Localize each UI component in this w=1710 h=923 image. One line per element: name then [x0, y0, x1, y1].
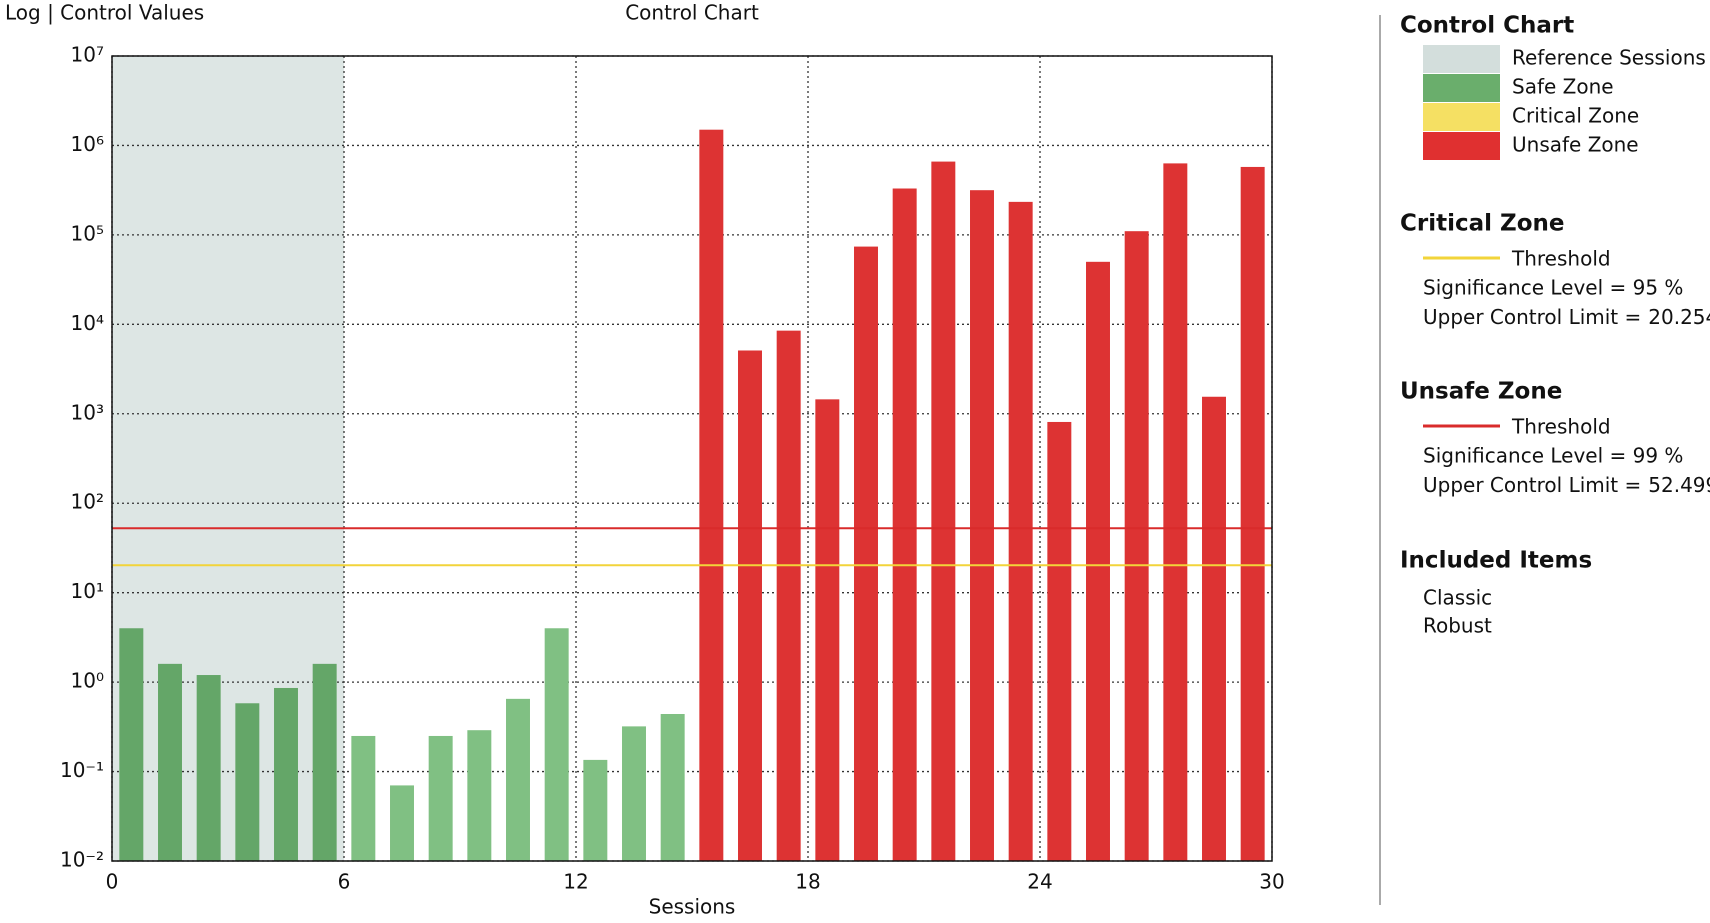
x-tick-label: 0: [106, 870, 119, 894]
y-tick-label: 10²: [71, 490, 104, 514]
bar: [622, 726, 646, 861]
x-tick-label: 12: [563, 870, 588, 894]
bar: [390, 785, 414, 861]
bar: [1008, 201, 1033, 862]
legend-swatch: [1423, 74, 1500, 102]
y-tick-label: 10⁵: [71, 221, 104, 245]
x-tick-label: 30: [1259, 870, 1284, 894]
legend-label: Reference Sessions: [1512, 46, 1706, 70]
bar: [854, 246, 878, 861]
y-tick-label: 10⁻¹: [60, 758, 104, 782]
bar: [196, 675, 221, 861]
bar: [970, 190, 994, 862]
bar: [1047, 421, 1072, 861]
ucl-value: 20.254: [1648, 305, 1710, 329]
y-tick-label: 10³: [71, 400, 104, 424]
bar: [1124, 231, 1149, 862]
bar: [158, 663, 182, 861]
threshold-label: Threshold: [1511, 247, 1611, 271]
bar: [312, 663, 337, 861]
legend-swatch: [1423, 103, 1500, 131]
bar: [506, 698, 530, 861]
chart-title: Control Chart: [625, 1, 759, 25]
bar: [583, 759, 608, 861]
y-tick-label: 10⁶: [71, 132, 104, 156]
bar: [351, 735, 376, 861]
plot-border: [111, 55, 1273, 862]
ucl-text: Upper Control Limit =: [1423, 473, 1641, 497]
bar: [931, 161, 956, 862]
bar: [776, 330, 801, 861]
significance-label: Significance Level = 95 %: [1423, 276, 1683, 300]
bar: [660, 714, 685, 861]
bar: [1086, 261, 1110, 862]
ucl-label: Upper Control Limit = 52.499: [1423, 473, 1710, 497]
bar: [544, 628, 569, 861]
y-axis-label: Log | Control Values: [5, 1, 204, 25]
bar: [815, 399, 840, 861]
threshold-label: Threshold: [1511, 415, 1611, 439]
legend-swatch: [1423, 45, 1500, 73]
legend-label: Unsafe Zone: [1512, 133, 1639, 157]
bar: [119, 628, 144, 861]
bar: [1240, 166, 1265, 862]
legend-label: Safe Zone: [1512, 75, 1614, 99]
y-tick-label: 10¹: [71, 579, 104, 603]
x-axis-label: Sessions: [649, 895, 736, 919]
bar: [428, 735, 453, 861]
significance-label: Significance Level = 99 %: [1423, 444, 1683, 468]
ucl-label: Upper Control Limit = 20.254: [1423, 305, 1710, 329]
bar: [699, 129, 724, 861]
bar: [467, 730, 492, 861]
bar: [738, 350, 762, 861]
reference-region: [112, 56, 344, 861]
bar: [235, 703, 260, 861]
y-tick-label: 10⁷: [71, 43, 104, 67]
y-tick-label: 10⁰: [71, 669, 104, 693]
x-tick-label: 6: [338, 870, 351, 894]
section-title: Included Items: [1400, 548, 1592, 574]
y-tick-label: 10⁻²: [60, 848, 104, 872]
legend-swatch: [1423, 132, 1500, 160]
legend-title: Control Chart: [1400, 13, 1574, 39]
included-item: Classic: [1423, 586, 1492, 610]
bar: [892, 188, 917, 862]
ucl-value: 52.499: [1648, 473, 1710, 497]
included-item: Robust: [1423, 614, 1492, 638]
bar: [274, 687, 298, 861]
ucl-text: Upper Control Limit =: [1423, 305, 1641, 329]
section-title: Critical Zone: [1400, 211, 1564, 237]
bar: [1163, 163, 1188, 861]
legend-label: Critical Zone: [1512, 104, 1639, 128]
x-tick-label: 18: [795, 870, 820, 894]
y-tick-label: 10⁴: [71, 311, 104, 335]
bar: [1202, 396, 1226, 861]
x-tick-label: 24: [1027, 870, 1052, 894]
section-title: Unsafe Zone: [1400, 379, 1562, 405]
